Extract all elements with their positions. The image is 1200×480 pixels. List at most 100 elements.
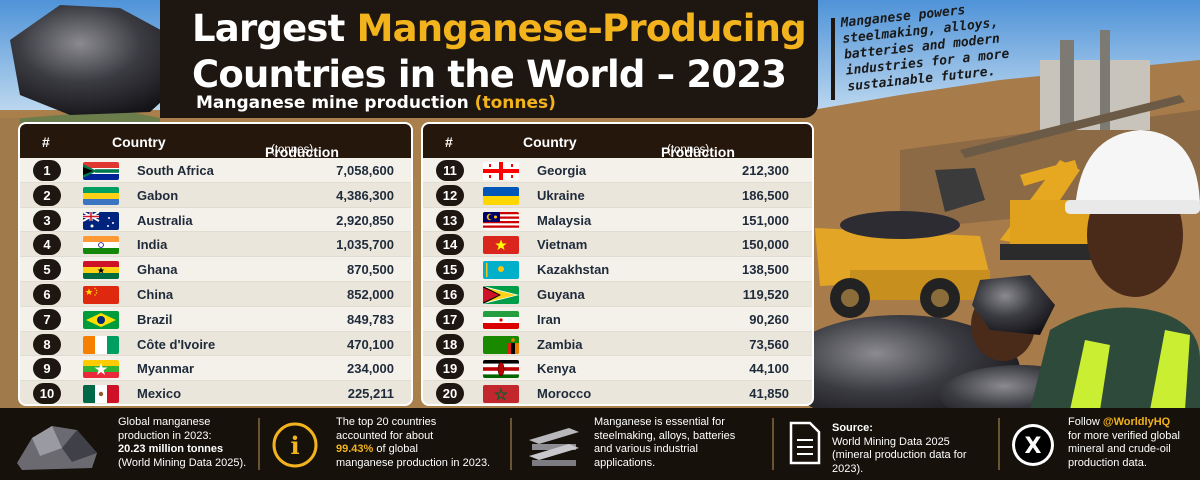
share-line2: accounted for about <box>336 429 434 442</box>
follow-handle-link[interactable]: @WorldlyHQ <box>1102 416 1171 428</box>
rank-badge: 20 <box>436 383 464 404</box>
country-name: Côte d'Ivoire <box>137 336 216 352</box>
col-country-header: Country <box>523 134 577 150</box>
flag-ke-icon <box>483 360 519 379</box>
source-label: Source: <box>832 422 873 434</box>
country-name: Australia <box>137 212 193 228</box>
source-line1: World Mining Data 2025 <box>832 435 950 448</box>
page-title: Largest Manganese-Producing Countries in… <box>192 6 812 98</box>
table-header: # Country Production (tonnes) <box>20 124 411 160</box>
table-row: 5 Ghana 870,500 <box>20 257 411 282</box>
footer-divider <box>998 418 1000 470</box>
table-body: 11 Georgia 212,300 12 Ukraine 186,500 13 Malays… <box>423 158 812 404</box>
country-name: Malaysia <box>537 212 592 228</box>
follow-line4: production data. <box>1068 456 1147 469</box>
country-name: Zambia <box>537 336 583 352</box>
table-header: # Country Production (tonnes) <box>423 124 812 160</box>
production-value: 44,100 <box>749 361 789 377</box>
production-value: 73,560 <box>749 336 789 352</box>
country-name: Morocco <box>537 386 592 402</box>
production-value: 234,000 <box>347 361 394 377</box>
source-line2: (mineral production data for 2023). <box>832 449 967 475</box>
rank-badge: 3 <box>33 209 61 231</box>
rank-badge: 8 <box>33 333 61 355</box>
flag-mm-icon <box>83 360 119 379</box>
uses-line2: steelmaking, alloys, batteries <box>594 429 736 442</box>
country-name: Ghana <box>137 262 178 278</box>
follow-line2: for more verified global <box>1068 429 1180 442</box>
table-row: 2 Gabon 4,386,300 <box>20 182 411 208</box>
col-rank-header: # <box>42 134 50 150</box>
table-row: 11 Georgia 212,300 <box>423 158 812 183</box>
table-row: 13 Malaysia 151,000 <box>423 208 812 233</box>
country-name: Guyana <box>537 286 585 302</box>
flag-ir-icon <box>483 310 519 329</box>
flag-kz-icon <box>483 261 519 280</box>
rank-badge: 7 <box>33 308 61 330</box>
ranking-table-left: # Country Production (tonnes) 1 South Afri… <box>18 122 413 406</box>
table-row: 14 Vietnam 150,000 <box>423 232 812 258</box>
flag-ci-icon <box>83 335 119 354</box>
manganese-ore-image <box>10 5 185 115</box>
country-name: Kenya <box>537 361 577 377</box>
col-production-header: Production <box>661 144 735 160</box>
subtitle-unit: (tonnes) <box>474 93 556 113</box>
col-unit-header: (tonnes) <box>667 144 710 156</box>
table-row: 20 Morocco 41,850 <box>423 381 812 404</box>
rank-badge: 6 <box>33 283 61 305</box>
flag-ua-icon <box>483 186 519 205</box>
rank-badge: 18 <box>436 333 464 355</box>
ranking-table-right: # Country Production (tonnes) 11 Georgia 21… <box>421 122 814 406</box>
country-name: Myanmar <box>137 361 195 377</box>
production-value: 470,100 <box>347 336 394 352</box>
flag-br-icon <box>83 310 119 329</box>
x-logo-glyph: X <box>1025 434 1042 459</box>
global-line2: production in 2023: <box>118 429 212 442</box>
share-suffix: of global <box>373 443 418 455</box>
table-row: 3 Australia 2,920,850 <box>20 208 411 233</box>
flag-ma-icon <box>483 385 519 404</box>
footer-divider <box>258 418 260 470</box>
col-production-header: Production <box>265 144 339 160</box>
table-row: 1 South Africa 7,058,600 <box>20 158 411 183</box>
footer-global-production: Global manganese production in 2023: 20.… <box>0 408 255 480</box>
production-value: 150,000 <box>742 237 789 253</box>
table-row: 12 Ukraine 186,500 <box>423 182 812 208</box>
share-line4: manganese production in 2023. <box>336 456 491 469</box>
table-row: 8 Côte d'Ivoire 470,100 <box>20 331 411 357</box>
tagline-divider <box>831 18 835 100</box>
production-value: 90,260 <box>749 311 789 327</box>
flag-in-icon <box>83 236 119 255</box>
table-row: 6 China 852,000 <box>20 281 411 307</box>
flag-mx-icon <box>83 385 119 404</box>
manganese-ore-icon <box>17 426 97 470</box>
production-value: 852,000 <box>347 286 394 302</box>
country-name: Brazil <box>137 311 173 327</box>
country-name: South Africa <box>137 163 214 178</box>
country-name: Ukraine <box>537 187 585 203</box>
col-rank-header: # <box>445 134 453 150</box>
info-icon: i <box>272 422 318 468</box>
footer-bar: Global manganese production in 2023: 20.… <box>0 408 1200 480</box>
rank-badge: 14 <box>436 234 464 256</box>
rank-badge: 2 <box>33 184 61 206</box>
flag-vn-icon <box>483 236 519 255</box>
document-icon <box>789 421 821 465</box>
rank-badge: 19 <box>436 358 464 380</box>
flag-au-icon <box>83 211 119 230</box>
follow-prefix: Follow <box>1068 416 1103 428</box>
table-body: 1 South Africa 7,058,600 2 Gabon 4,386,300 3 Au… <box>20 158 411 404</box>
flag-gy-icon <box>483 285 519 304</box>
footer-divider <box>772 418 774 470</box>
flag-ge-icon <box>483 162 519 180</box>
flag-zm-icon <box>483 335 519 354</box>
subtitle-text: Manganese mine production <box>196 93 475 113</box>
country-name: Mexico <box>137 386 182 402</box>
title-banner <box>160 0 818 118</box>
title-part1: Largest <box>192 7 357 50</box>
country-name: Gabon <box>137 187 179 203</box>
production-value: 212,300 <box>742 163 789 178</box>
footer-uses: Manganese is essential for steelmaking, … <box>514 408 769 480</box>
country-name: Iran <box>537 311 561 327</box>
x-logo-icon[interactable]: X <box>1010 422 1056 468</box>
